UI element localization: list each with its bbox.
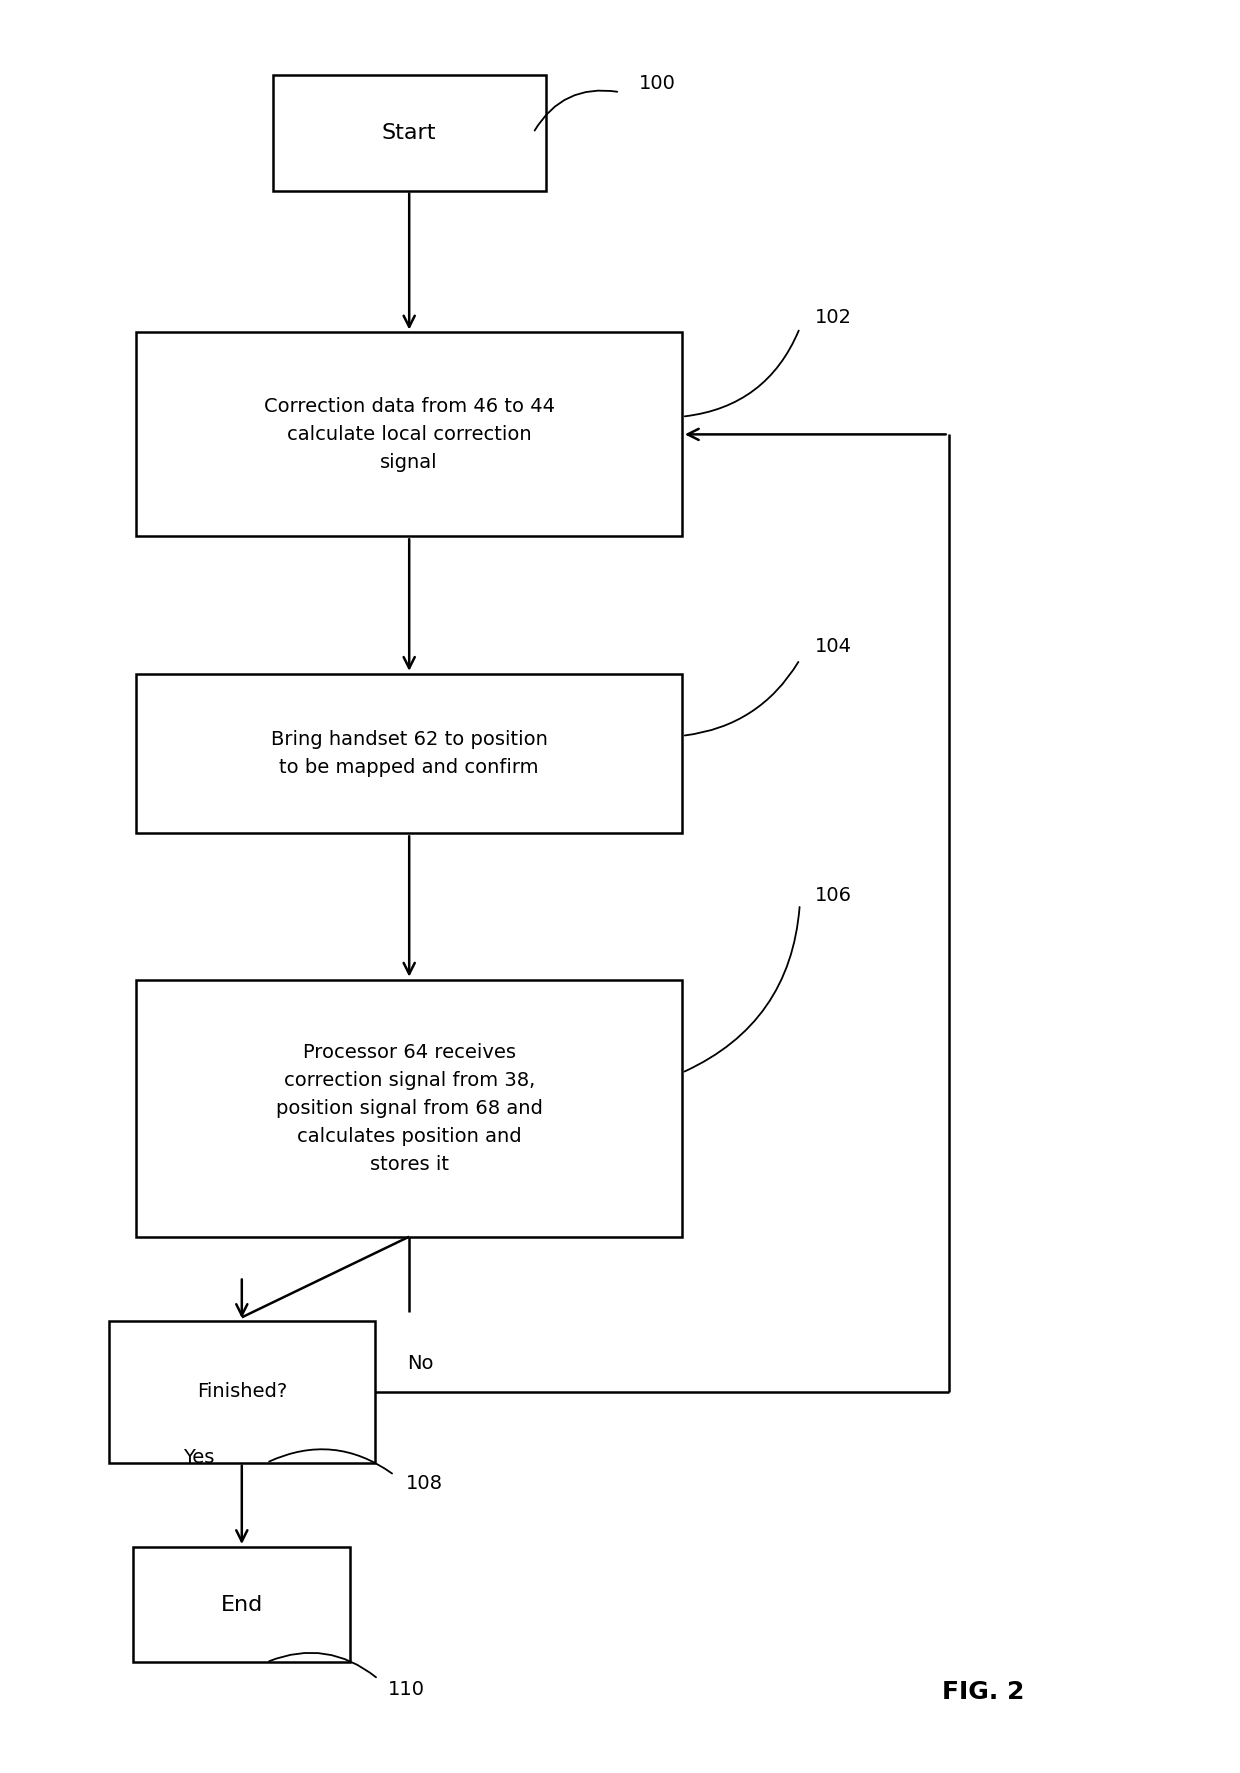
Text: 104: 104 — [815, 638, 852, 656]
Text: 108: 108 — [405, 1475, 443, 1493]
FancyBboxPatch shape — [136, 674, 682, 833]
FancyBboxPatch shape — [134, 1546, 350, 1663]
FancyBboxPatch shape — [136, 979, 682, 1238]
Text: FIG. 2: FIG. 2 — [942, 1679, 1024, 1704]
Text: No: No — [407, 1355, 433, 1372]
FancyBboxPatch shape — [136, 332, 682, 535]
Text: 100: 100 — [639, 74, 676, 92]
Text: 110: 110 — [388, 1681, 425, 1699]
Text: Yes: Yes — [184, 1449, 215, 1466]
Text: Bring handset 62 to position
to be mapped and confirm: Bring handset 62 to position to be mappe… — [270, 730, 548, 777]
FancyBboxPatch shape — [109, 1321, 374, 1463]
Text: Correction data from 46 to 44
calculate local correction
signal: Correction data from 46 to 44 calculate … — [264, 397, 554, 472]
FancyBboxPatch shape — [273, 74, 546, 190]
Text: Start: Start — [382, 122, 436, 144]
Text: 102: 102 — [815, 309, 852, 326]
Text: End: End — [221, 1594, 263, 1615]
Text: Finished?: Finished? — [197, 1383, 286, 1401]
Text: 106: 106 — [815, 886, 852, 904]
Text: Processor 64 receives
correction signal from 38,
position signal from 68 and
cal: Processor 64 receives correction signal … — [275, 1043, 543, 1174]
